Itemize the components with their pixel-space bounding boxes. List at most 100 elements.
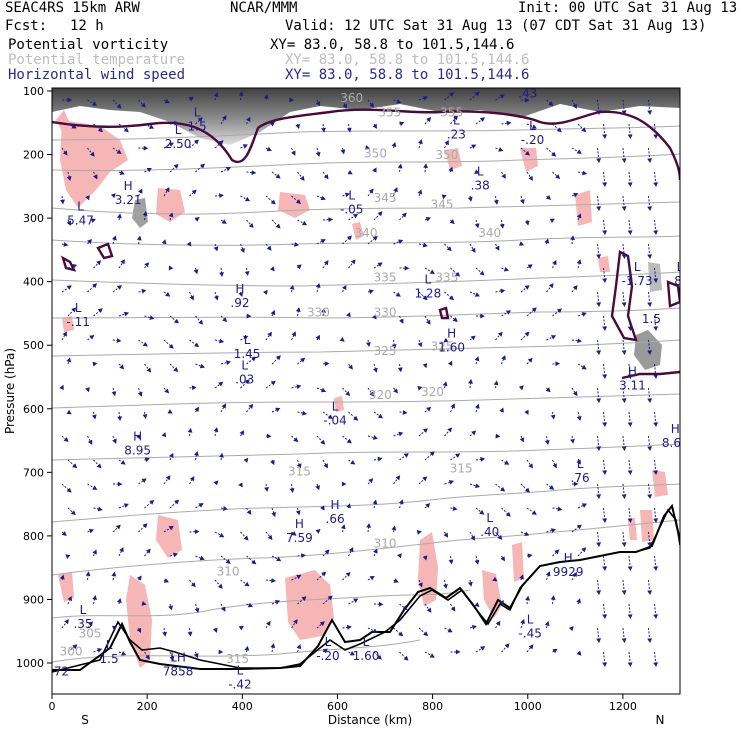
wind-vector [240, 144, 248, 149]
wind-vector-head [213, 427, 219, 433]
wind-vector-head [653, 518, 659, 524]
wind-vector [399, 164, 402, 173]
wind-vector-head [315, 485, 320, 491]
wind-vector-head [377, 211, 383, 217]
extremum-value: 1.60 [353, 649, 380, 663]
wind-vector-head [647, 254, 653, 260]
wind-vector [271, 407, 280, 413]
wind-vector-head [346, 235, 352, 241]
wind-vector-head [302, 410, 308, 416]
wind-vector-head [138, 188, 143, 194]
wind-vector-head [89, 151, 95, 157]
wind-vector-head [269, 266, 275, 272]
wind-vector-head [322, 648, 328, 654]
wind-vector-head [246, 116, 251, 123]
wind-vector [316, 435, 325, 445]
wind-vector-head [324, 361, 330, 367]
wind-vector-head [327, 414, 333, 420]
wind-vector-head [136, 434, 141, 440]
wind-vector [469, 91, 480, 101]
wind-vector [571, 524, 582, 533]
wind-vector-head [266, 146, 272, 152]
wind-vector-head [621, 350, 627, 356]
wind-vector-head [225, 360, 232, 366]
wind-vector [418, 243, 427, 247]
extremum-type: L [332, 400, 339, 414]
wind-vector-head [596, 254, 602, 260]
wind-vector [577, 411, 581, 421]
wind-vector [316, 283, 320, 293]
wind-vector-head [398, 239, 404, 244]
wind-vector [297, 596, 307, 605]
extremum-type: L [244, 333, 251, 347]
wind-vector-head [164, 98, 170, 104]
field-theta-name: Potential temperature [8, 52, 186, 68]
wind-vector [61, 285, 72, 293]
wind-vector [342, 193, 350, 197]
theta-label: 320 [369, 388, 392, 402]
wind-vector-head [366, 342, 371, 347]
wind-vector-head [471, 430, 477, 436]
wind-vector [552, 459, 557, 468]
x-tick-label-0: 0 [49, 700, 56, 713]
wind-vector-head [391, 525, 397, 531]
extremum-type: L [348, 189, 355, 203]
wind-vector-head [187, 427, 193, 433]
wind-vector-head [240, 247, 245, 253]
wind-vector-head [146, 167, 152, 173]
extrema-labels: L1.5L2.50H3.21L5.47L-.11L-.05L.23L.38L-.… [54, 88, 680, 691]
theta-label: 325 [374, 344, 397, 358]
wind-vector [112, 339, 121, 342]
extremum-value: -.45 [518, 627, 541, 641]
wind-vector-head [474, 91, 480, 97]
wind-vector-head [142, 341, 148, 347]
wind-vector [220, 555, 231, 564]
wind-vector-head [501, 355, 506, 361]
wind-vector-head [289, 488, 295, 493]
wind-vector-head [251, 559, 257, 565]
wind-vector-head [346, 127, 352, 133]
wind-vector-head [393, 578, 399, 583]
wind-vector-head [350, 259, 356, 265]
wind-vector-head [136, 627, 142, 634]
wind-vector-head [576, 650, 582, 656]
y-tick-label-900: 900 [23, 593, 44, 606]
wind-vector-head [321, 571, 327, 577]
wind-vector-head [398, 499, 404, 505]
theta-label: 335 [374, 271, 397, 285]
wind-vector-head [141, 288, 147, 294]
wind-vector-head [422, 95, 429, 101]
wind-vector [322, 171, 329, 179]
wind-vector-head [299, 175, 305, 181]
wind-vector-head [602, 470, 608, 476]
wind-vector-head [274, 600, 281, 605]
wind-vector [112, 236, 116, 245]
wind-vector-head [293, 437, 299, 443]
wind-vector-head [573, 481, 579, 487]
wind-vector [195, 163, 205, 173]
org-label: NCAR/MMM [230, 0, 298, 16]
wind-vector-head [96, 260, 102, 266]
extremum-value: .76 [571, 471, 590, 485]
wind-vector-head [295, 307, 301, 313]
wind-vector-head [168, 343, 174, 349]
wind-vector-head [576, 149, 582, 154]
wind-vector [342, 525, 345, 533]
extremum-value: .92 [230, 296, 249, 310]
wind-vector-head [296, 384, 302, 390]
wind-vector-head [169, 452, 174, 459]
wind-vector-head [581, 503, 588, 508]
wind-vector-head [194, 529, 200, 535]
wind-vector-head [550, 335, 557, 340]
wind-vector-head [653, 614, 659, 620]
wind-vector [546, 147, 556, 157]
wind-vector-head [111, 625, 118, 631]
wind-vector-head [291, 531, 297, 536]
wind-vector-head [275, 173, 281, 179]
wind-vector-head [576, 259, 582, 265]
wind-vector-head [448, 166, 454, 172]
field-pv-xy: XY= 83.0, 58.8 to 101.5,144.6 [270, 37, 515, 53]
wind-vector-head [345, 391, 351, 397]
wind-vector [189, 627, 192, 636]
y-tick-label-700: 700 [23, 466, 44, 479]
